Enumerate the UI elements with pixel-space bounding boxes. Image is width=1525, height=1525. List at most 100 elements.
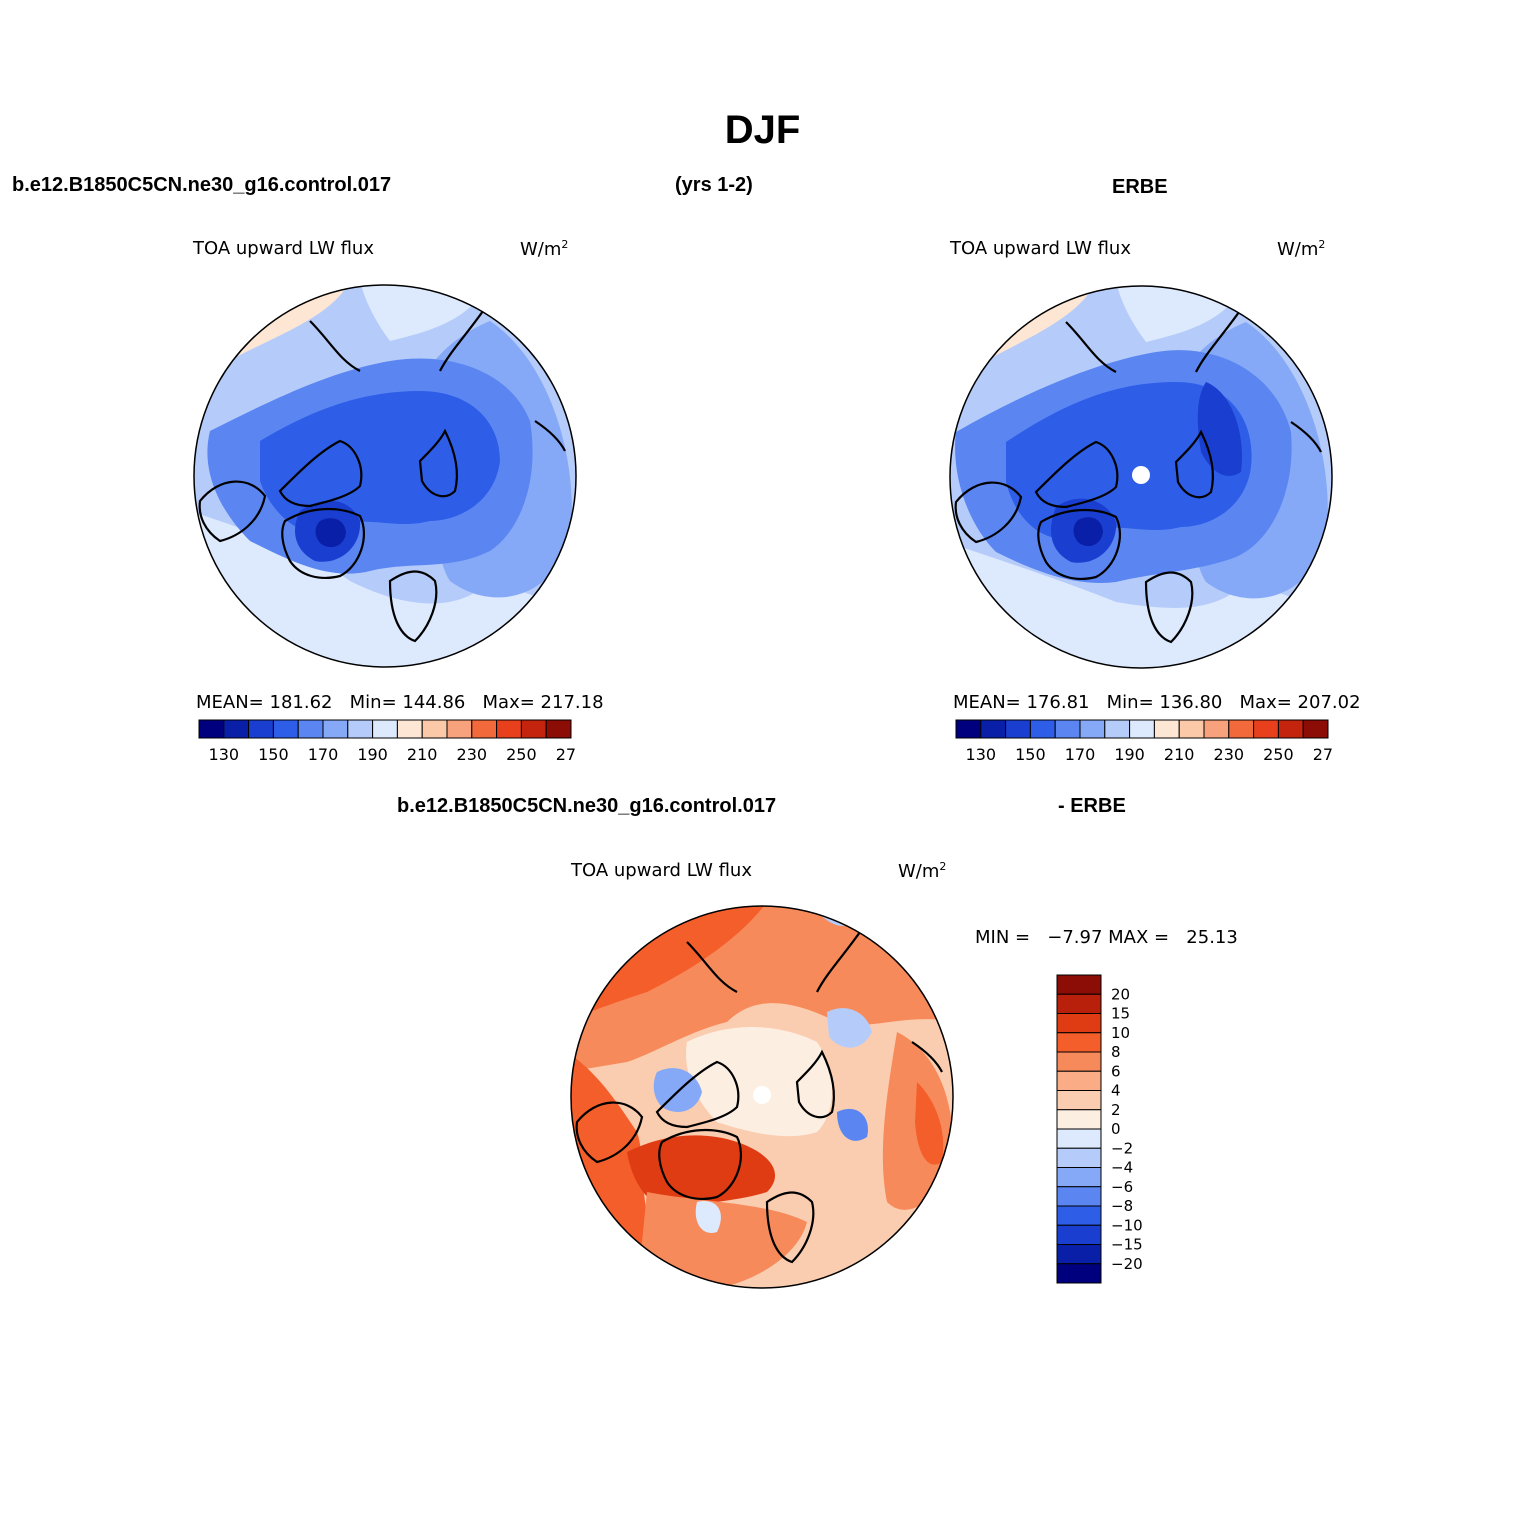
diff-obs-name-label: - ERBE: [1058, 795, 1126, 817]
diff-polar-map: [570, 905, 954, 1289]
diff-colorbar-swatch: [1056, 1128, 1102, 1149]
diff-colorbar-tick-label: −2: [1111, 1139, 1133, 1157]
model-colorbar-swatch: [297, 719, 324, 739]
model-colorbar-tick-label: 190: [357, 745, 388, 764]
diff-colorbar-swatch: [1056, 1244, 1102, 1265]
diff-colorbar-tick-label: −20: [1111, 1255, 1143, 1273]
diff-colorbar-swatch: [1056, 1051, 1102, 1072]
model-colorbar-swatch: [446, 719, 473, 739]
diff-colorbar-swatch: [1056, 1090, 1102, 1111]
model-units-text: W/m: [520, 239, 562, 260]
case-name-label: b.e12.B1850C5CN.ne30_g16.control.017: [12, 174, 392, 196]
diff-colorbar-tick-label: 0: [1111, 1120, 1121, 1138]
model-colorbar-swatch: [322, 719, 349, 739]
model-colorbar-swatch: [496, 719, 522, 739]
obs-colorbar-swatch: [1005, 719, 1031, 739]
diff-colorbar-tick-label: −15: [1111, 1236, 1143, 1254]
diff-colorbar-swatch: [1056, 1013, 1102, 1034]
obs-units-text: W/m: [1277, 239, 1319, 260]
obs-units-label: W/m2: [1277, 238, 1325, 260]
model-colorbar-swatch: [520, 719, 547, 739]
obs-colorbar-swatch: [1277, 719, 1304, 739]
diff-colorbar-tick-label: 8: [1111, 1043, 1121, 1061]
diff-colorbar-swatch: [1056, 993, 1102, 1014]
model-units-sup: 2: [561, 238, 569, 251]
obs-colorbar-tick-label: 210: [1164, 745, 1195, 764]
obs-colorbar-tick-label: 170: [1065, 745, 1096, 764]
obs-colorbar-swatch: [1029, 719, 1056, 739]
obs-colorbar-swatch: [1253, 719, 1279, 739]
diff-colorbar-tick-label: 4: [1111, 1082, 1121, 1100]
model-colorbar-swatch: [545, 719, 572, 739]
model-colorbar-swatch: [347, 719, 374, 739]
diff-units-sup: 2: [939, 860, 947, 873]
model-colorbar-tick-label: 250: [506, 745, 537, 764]
diff-colorbar-swatch: [1056, 1263, 1102, 1284]
obs-colorbar-tick-label: 130: [966, 745, 997, 764]
diff-variable-label: TOA upward LW flux: [571, 860, 752, 881]
diff-colorbar-tick-label: 20: [1111, 985, 1130, 1003]
model-variable-label: TOA upward LW flux: [193, 238, 374, 259]
obs-stats: MEAN= 176.81 Min= 136.80 Max= 207.02: [953, 692, 1361, 713]
diff-colorbar-swatch: [1056, 1032, 1102, 1053]
diff-colorbar-tick-label: 6: [1111, 1062, 1121, 1080]
obs-colorbar-swatch: [1178, 719, 1205, 739]
model-units-label: W/m2: [520, 238, 568, 260]
obs-colorbar-swatch: [1203, 719, 1230, 739]
obs-colorbar-swatch: [1054, 719, 1081, 739]
obs-colorbar-tick-label: 250: [1263, 745, 1294, 764]
years-label: (yrs 1-2): [675, 174, 753, 196]
diff-units-label: W/m2: [898, 860, 946, 882]
model-colorbar-swatch: [372, 719, 398, 739]
obs-colorbar-swatch: [1302, 719, 1329, 739]
diff-colorbar-swatch: [1056, 1186, 1102, 1207]
model-polar-map: [193, 284, 577, 668]
season-title: DJF: [724, 108, 801, 152]
obs-colorbar-swatch: [1228, 719, 1255, 739]
pole-mask: [753, 1086, 771, 1104]
diff-colorbar-tick-label: 10: [1111, 1024, 1130, 1042]
diff-colorbar-swatch: [1056, 974, 1102, 995]
model-colorbar-tick-label: 210: [407, 745, 438, 764]
diff-colorbar-swatch: [1056, 1147, 1102, 1168]
model-colorbar-swatch: [272, 719, 299, 739]
diff-colorbar-swatch: [1056, 1167, 1102, 1188]
model-colorbar-swatch: [396, 719, 423, 739]
pole-mask: [1132, 466, 1150, 484]
diff-colorbar-tick-label: 15: [1111, 1005, 1130, 1023]
model-colorbar-tick-label: 170: [308, 745, 339, 764]
obs-colorbar-tick-label: 150: [1015, 745, 1046, 764]
model-colorbar: 130 150 170 190 210 230 250 270: [198, 719, 575, 764]
obs-colorbar-swatch: [1153, 719, 1180, 739]
diff-colorbar-tick-label: −10: [1111, 1216, 1143, 1234]
model-colorbar-swatch: [248, 719, 274, 739]
diff-units-text: W/m: [898, 861, 940, 882]
diff-colorbar-swatch: [1056, 1205, 1102, 1226]
obs-colorbar-tick-label: 270: [1313, 745, 1332, 764]
diff-colorbar-swatch: [1056, 1224, 1102, 1245]
obs-colorbar-swatch: [1129, 719, 1155, 739]
obs-colorbar-swatch: [955, 719, 982, 739]
diff-case-name-label: b.e12.B1850C5CN.ne30_g16.control.017: [397, 795, 777, 817]
model-colorbar-swatch: [223, 719, 250, 739]
diff-colorbar-tick-label: −8: [1111, 1197, 1133, 1215]
obs-name-label: ERBE: [1112, 176, 1168, 198]
obs-colorbar-tick-label: 230: [1214, 745, 1245, 764]
obs-colorbar-swatch: [1079, 719, 1106, 739]
diff-colorbar-swatch: [1056, 1070, 1102, 1091]
model-colorbar-swatch: [421, 719, 448, 739]
model-stats: MEAN= 181.62 Min= 144.86 Max= 217.18: [196, 692, 604, 713]
diff-colorbar-swatch: [1056, 1109, 1102, 1130]
diff-stats: MIN = −7.97 MAX = 25.13: [975, 927, 1238, 948]
model-colorbar-swatch: [471, 719, 498, 739]
model-colorbar-tick-label: 230: [457, 745, 488, 764]
model-colorbar-swatch: [198, 719, 225, 739]
diff-colorbar-tick-label: −4: [1111, 1159, 1133, 1177]
obs-colorbar-swatch: [980, 719, 1007, 739]
obs-polar-map: [949, 285, 1333, 669]
obs-colorbar-swatch: [1104, 719, 1131, 739]
obs-colorbar: 130 150 170 190 210 230 250 270: [955, 719, 1332, 764]
model-colorbar-tick-label: 270: [556, 745, 575, 764]
obs-colorbar-tick-label: 190: [1114, 745, 1145, 764]
